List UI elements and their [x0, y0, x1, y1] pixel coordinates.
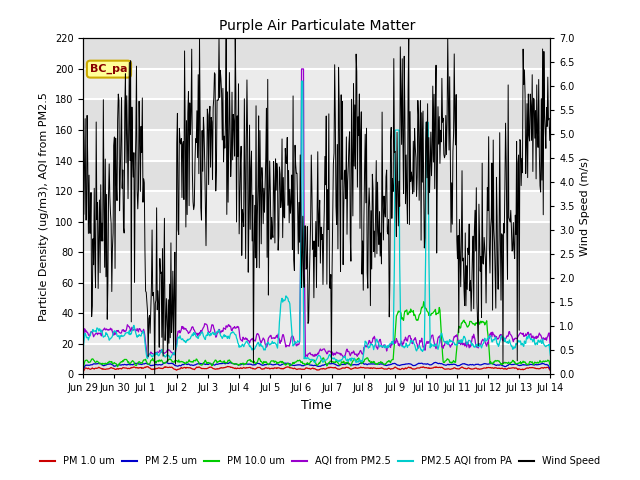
Bar	[83, 99, 550, 130]
Legend: PM 1.0 um, PM 2.5 um, PM 10.0 um, AQI from PM2.5, PM2.5 AQI from PA, Wind Speed: PM 1.0 um, PM 2.5 um, PM 10.0 um, AQI fr…	[36, 453, 604, 470]
Y-axis label: Wind Speed (m/s): Wind Speed (m/s)	[580, 157, 591, 256]
Text: BC_pa: BC_pa	[90, 64, 128, 74]
Bar	[83, 69, 550, 99]
Bar	[83, 161, 550, 191]
Bar	[83, 252, 550, 283]
X-axis label: Time: Time	[301, 399, 332, 412]
Bar	[83, 38, 550, 69]
Bar	[83, 130, 550, 161]
Bar	[83, 344, 550, 374]
Title: Purple Air Particulate Matter: Purple Air Particulate Matter	[219, 19, 415, 33]
Bar	[83, 191, 550, 222]
Bar	[83, 283, 550, 313]
Y-axis label: Particle Density (ug/m3), AQI from PM2.5: Particle Density (ug/m3), AQI from PM2.5	[39, 92, 49, 321]
Bar	[83, 222, 550, 252]
Bar	[83, 313, 550, 344]
